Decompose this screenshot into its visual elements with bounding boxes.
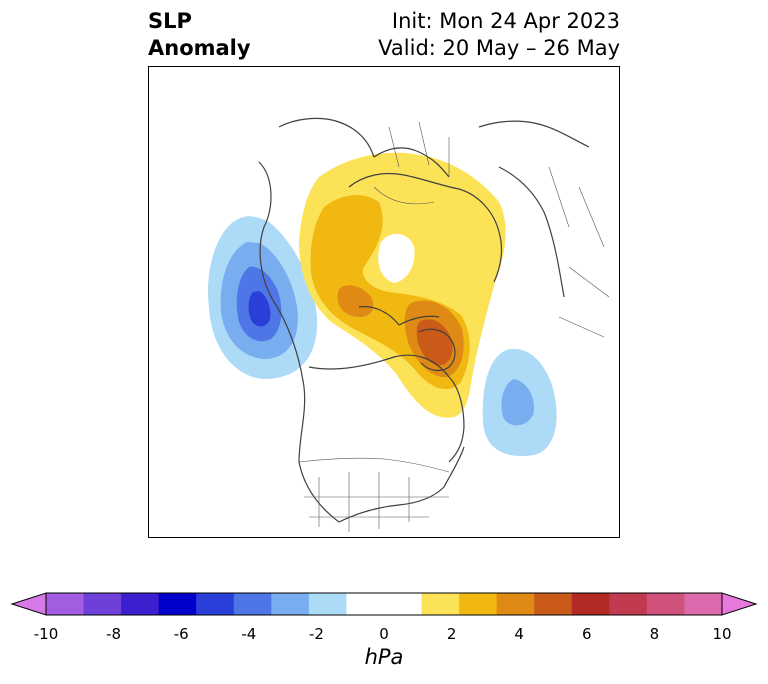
colorbar-segment: [534, 593, 573, 615]
map-svg: [208, 117, 610, 532]
colorbar-right-arrow: [721, 592, 758, 616]
colorbar-tick-label: 0: [379, 625, 389, 643]
colorbar-outline: [45, 592, 723, 616]
colorbar-segment: [496, 593, 535, 615]
title-line-2: Anomaly: [148, 36, 251, 60]
colorbar-tick-label: -8: [106, 625, 122, 643]
colorbar-tick-label: -10: [33, 625, 59, 643]
colorbar-segments: [46, 593, 723, 615]
positive-anomaly-greenland-arctic: [299, 152, 506, 418]
colorbar-segment: [646, 593, 685, 615]
forecast-dates: Init: Mon 24 Apr 2023 Valid: 20 May – 26…: [378, 8, 620, 62]
negative-anomaly-gulf-of-alaska: [208, 216, 318, 379]
valid-range: Valid: 20 May – 26 May: [378, 36, 620, 60]
negative-anomaly-north-atlantic: [482, 348, 557, 457]
colorbar-tick-label: -2: [308, 625, 324, 643]
map-title: SLP Anomaly: [148, 8, 251, 62]
colorbar-unit: hPa: [364, 645, 404, 669]
colorbar-tick-label: -6: [173, 625, 189, 643]
colorbar-tick-label: 2: [446, 625, 457, 643]
colorbar-tick-label: 10: [712, 625, 732, 643]
country-borders: [298, 121, 610, 532]
colorbar-tick-label: 6: [582, 625, 592, 643]
coastlines: [258, 117, 590, 523]
colorbar-segment: [271, 593, 310, 615]
colorbar-segment: [121, 593, 160, 615]
colorbar-segment: [346, 593, 385, 615]
colorbar-segment: [571, 593, 610, 615]
colorbar-segment: [196, 593, 235, 615]
colorbar-segment: [308, 593, 347, 615]
colorbar-segment: [158, 593, 197, 615]
colorbar-left-arrow: [10, 592, 47, 616]
colorbar-segment: [46, 593, 85, 615]
colorbar: [10, 592, 758, 616]
colorbar-segment: [609, 593, 648, 615]
colorbar-tick-label: 4: [514, 625, 524, 643]
anomaly-map: [148, 66, 620, 538]
colorbar-tick-label: 8: [649, 625, 660, 643]
colorbar-segment: [459, 593, 498, 615]
colorbar-tick-label: -4: [241, 625, 257, 643]
colorbar-segment: [684, 593, 723, 615]
colorbar-segment: [421, 593, 460, 615]
colorbar-segment: [83, 593, 122, 615]
title-line-1: SLP: [148, 9, 192, 33]
colorbar-segment: [384, 593, 423, 615]
init-date: Init: Mon 24 Apr 2023: [391, 9, 620, 33]
colorbar-segment: [233, 593, 272, 615]
